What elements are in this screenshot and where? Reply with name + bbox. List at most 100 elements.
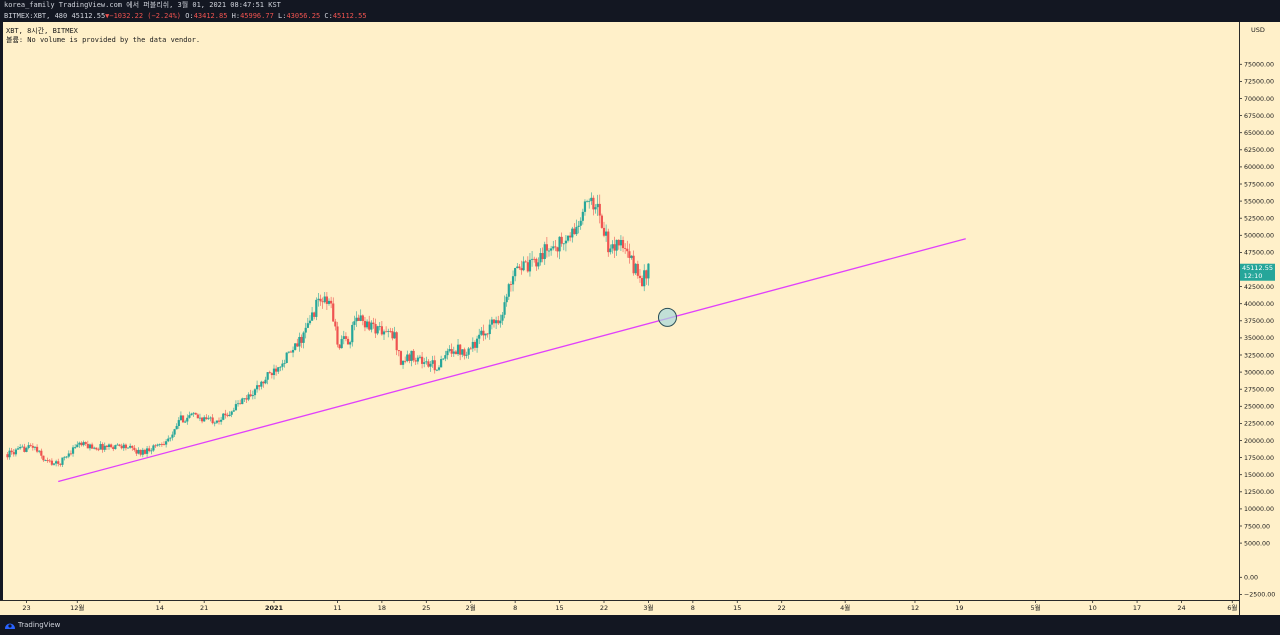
candle-body (418, 356, 422, 358)
candle-body (220, 419, 223, 422)
candle-body (471, 341, 474, 349)
candle-body (412, 350, 415, 361)
symbol-name[interactable]: BITMEX:XBT, 480 (4, 12, 68, 20)
candle-body (304, 327, 307, 333)
candle-body (581, 211, 584, 221)
candle-body (226, 415, 229, 417)
candle-body (488, 324, 491, 335)
last-price-label: 45112.55 (1242, 264, 1273, 272)
candle-body (621, 240, 625, 249)
candle-body (35, 446, 39, 452)
marker-circle[interactable] (657, 307, 677, 327)
candle-body (346, 338, 350, 345)
time-tick-label: 21 (200, 604, 208, 612)
candle-body (444, 355, 447, 359)
time-tick-label: 8 (513, 604, 517, 612)
tradingview-logo-icon[interactable] (4, 620, 16, 631)
candle-body (253, 389, 257, 396)
candle-body (31, 445, 34, 448)
candle-body (10, 450, 13, 453)
candle-body (433, 360, 436, 371)
price-chart[interactable]: 75000.00 72500.00 70000.00 67500.00 65000.00… (0, 22, 1280, 615)
candle-body (461, 349, 464, 355)
high-label: H: (231, 12, 241, 20)
candle-body (440, 359, 443, 368)
candle-body (105, 445, 108, 448)
price-tick-label: 65000.00 (1244, 130, 1274, 137)
time-axis-background[interactable] (0, 600, 1280, 615)
candle-body (490, 319, 493, 325)
candle-body (378, 326, 381, 328)
candle-body (143, 449, 147, 454)
candle-body (184, 421, 187, 423)
candle-body (406, 354, 409, 362)
candle-body (497, 320, 500, 324)
candle-body (499, 320, 502, 324)
candle-body (103, 445, 106, 450)
plot-background[interactable] (3, 22, 1239, 600)
candle-body (86, 443, 89, 449)
candle-body (632, 255, 635, 274)
candle-body (332, 303, 335, 322)
candle-body (313, 312, 316, 317)
candle-body (368, 321, 371, 330)
candle-body (349, 342, 352, 345)
candle-body (162, 444, 166, 445)
price-tick-label: 42500.00 (1244, 284, 1274, 291)
candle-body (289, 351, 293, 353)
candle-body (501, 314, 504, 321)
candle-body (638, 275, 642, 279)
candle-body (539, 253, 542, 263)
time-tick-label: 22 (600, 604, 608, 612)
candle-body (448, 349, 451, 351)
close-value: 45112.55 (332, 12, 367, 20)
candle-body (245, 398, 248, 400)
candle-body (65, 456, 68, 458)
candle-body (160, 444, 163, 445)
candle-body (404, 360, 407, 362)
candle-body (33, 446, 37, 448)
candle-body (306, 323, 309, 328)
time-tick-label: 10 (1089, 604, 1097, 612)
low-value: 43056.25 (286, 12, 321, 20)
candle-body (122, 444, 125, 449)
candle-body (353, 321, 356, 325)
candle-body (645, 270, 648, 279)
candle-body (550, 248, 553, 251)
candle-body (165, 441, 168, 445)
candle-body (393, 332, 396, 339)
price-tick-label: 75000.00 (1244, 62, 1274, 69)
brand-name[interactable]: TradingView (18, 621, 61, 629)
candle-body (547, 250, 551, 252)
symbol-legend: BITMEX:XBT, 480 45112.55▼−1032.22 (−2.24… (0, 11, 1280, 22)
candle-body (577, 225, 580, 227)
candle-body (145, 448, 149, 454)
candle-body (112, 447, 115, 450)
candle-body (435, 369, 438, 371)
candle-body (486, 333, 489, 335)
candle-body (40, 450, 43, 456)
candle-body (562, 243, 565, 245)
candle-body (152, 445, 155, 451)
candle-body (268, 372, 271, 374)
candle-body (222, 413, 225, 420)
candle-body (522, 261, 525, 271)
candle-body (380, 326, 383, 335)
candle-body (410, 350, 413, 361)
candle-body (110, 444, 113, 448)
candle-body (118, 444, 121, 446)
candle-body (186, 417, 189, 422)
price-axis-background[interactable] (1239, 22, 1280, 600)
price-tick-label: 35000.00 (1244, 335, 1274, 342)
candle-body (560, 236, 563, 244)
candle-body (619, 240, 623, 246)
price-tick-label: 25000.00 (1244, 404, 1274, 411)
candle-body (399, 351, 403, 365)
candle-body (63, 456, 66, 458)
candle-body (437, 367, 441, 370)
candle-body (558, 236, 561, 252)
candle-body (234, 404, 238, 411)
candle-body (131, 445, 134, 448)
trendline[interactable] (58, 238, 966, 483)
candle-body (120, 445, 123, 449)
